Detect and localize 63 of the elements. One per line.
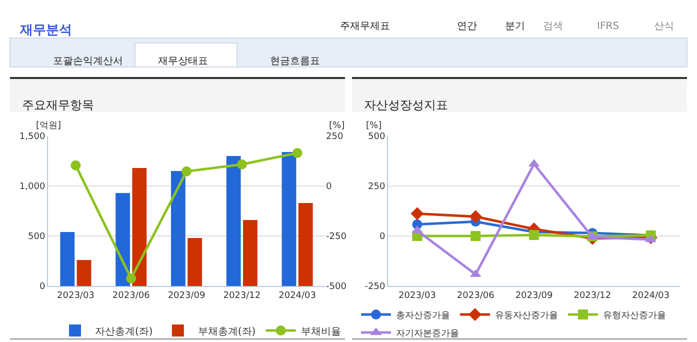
x-tick-label: 2023/06	[456, 290, 495, 301]
text: 주재무제표	[340, 21, 390, 32]
y-tick-label: -250	[364, 282, 386, 292]
y-tick-label: 1,000	[19, 182, 46, 192]
legend-label: 부채비율	[300, 326, 341, 338]
bar	[243, 220, 258, 286]
point	[236, 159, 247, 170]
bar	[116, 193, 130, 286]
legend-label: 자산총계(좌)	[95, 326, 153, 338]
legend-label: 총자산증가율	[396, 311, 450, 322]
x-tick-label: 2024/03	[278, 290, 316, 301]
y-tick-label: 500	[368, 132, 386, 142]
point	[126, 273, 136, 284]
point	[469, 210, 482, 224]
y-axis-title: [억원]	[36, 121, 62, 131]
point	[470, 231, 481, 241]
bar	[170, 171, 186, 286]
point	[70, 160, 81, 170]
point	[529, 230, 539, 240]
y2-tick-label: 250	[326, 132, 344, 142]
bar	[76, 260, 92, 286]
text: 재무상태표	[158, 56, 208, 67]
legend-label: 자기자본증가율	[396, 329, 459, 340]
x-tick-label: 2023/06	[112, 290, 150, 301]
text: 포괄손익계산서	[53, 56, 123, 67]
legend-label: 유형자산증가율	[603, 311, 666, 322]
text: 검색	[543, 21, 563, 32]
bar	[298, 203, 313, 286]
text: 연간	[457, 21, 477, 32]
y-tick-label: 0	[379, 232, 386, 242]
y-tick-label: 500	[28, 232, 46, 242]
y-tick-label: 0	[39, 282, 46, 292]
bar	[282, 152, 296, 286]
bar	[188, 238, 202, 286]
text: 재무분석	[19, 23, 72, 38]
bar	[60, 232, 75, 286]
y2-tick-label: -250	[326, 232, 347, 242]
x-tick-label: 2023/03	[57, 290, 94, 301]
y2-tick-label: 0	[326, 182, 332, 192]
legend-label: 부채총계(좌)	[198, 326, 256, 338]
point	[410, 207, 424, 220]
text: 분기	[505, 21, 525, 32]
x-tick-label: 2023/03	[398, 290, 436, 301]
legend-label: 유동자산증가율	[495, 311, 558, 322]
x-tick-label: 2024/03	[632, 290, 670, 301]
x-tick-label: 2023/09	[168, 290, 206, 301]
text: IFRS	[597, 21, 619, 32]
y-tick-label: 250	[368, 182, 386, 192]
y-tick-label: 1,500	[19, 132, 46, 142]
y-axis-title: [%]	[366, 121, 382, 131]
point	[292, 148, 302, 158]
text: 산식	[654, 21, 674, 32]
chart-title: 자산성장성지표	[364, 98, 448, 112]
y2-axis-title: [%]	[329, 121, 345, 131]
bar	[226, 156, 241, 286]
x-tick-label: 2023/09	[515, 290, 553, 301]
x-tick-label: 2023/12	[223, 290, 261, 301]
chart-title: 주요재무항목	[22, 98, 94, 112]
point	[182, 166, 192, 176]
text: 현금흐름표	[270, 56, 320, 67]
x-tick-label: 2023/12	[574, 290, 612, 301]
bar	[132, 168, 147, 286]
y2-tick-label: -500	[326, 282, 347, 292]
